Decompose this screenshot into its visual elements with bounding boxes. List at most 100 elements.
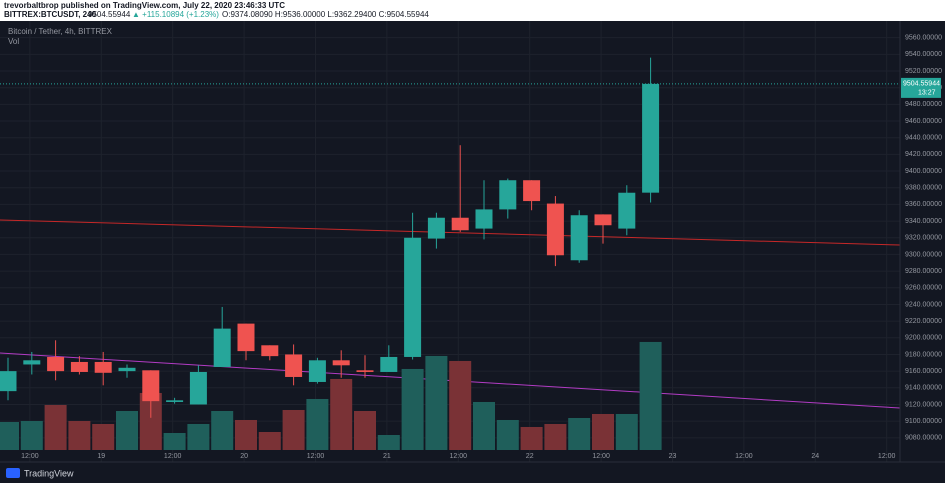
candle-body — [166, 400, 184, 402]
y-tick-label: 9140.00000 — [905, 385, 942, 392]
volume-bar — [520, 426, 543, 450]
candle-body — [94, 361, 112, 373]
y-tick-label: 9280.00000 — [905, 268, 942, 275]
symbol: BITTREX:BTCUSDT, 240 — [4, 10, 97, 19]
candle-body — [618, 192, 636, 229]
y-tick-label: 9440.00000 — [905, 135, 942, 142]
candle-body — [594, 214, 612, 226]
x-tick-label: 21 — [383, 453, 391, 460]
y-tick-label: 9180.00000 — [905, 351, 942, 358]
x-tick-label: 12:00 — [735, 453, 753, 460]
brand: TradingView — [24, 468, 74, 478]
candle-body — [237, 323, 255, 352]
x-tick-label: 12:00 — [21, 453, 39, 460]
volume-bar — [330, 378, 353, 450]
y-tick-label: 9260.00000 — [905, 285, 942, 292]
candle-body — [308, 360, 326, 382]
volume-bar — [639, 341, 662, 450]
change: ▲ +115.10894 (+1.23%) — [132, 10, 219, 19]
candle-body — [499, 180, 517, 210]
candle-body — [404, 237, 422, 357]
volume-bar — [68, 420, 91, 450]
countdown: 13:27 — [918, 90, 936, 97]
volume-bar — [139, 392, 162, 450]
volume-bar — [211, 410, 234, 450]
y-tick-label: 9340.00000 — [905, 218, 942, 225]
x-tick-label: 24 — [811, 453, 819, 460]
candle-body — [0, 371, 17, 392]
y-tick-label: 9220.00000 — [905, 318, 942, 325]
candle-body — [427, 217, 445, 239]
candle-body — [332, 360, 350, 366]
y-tick-label: 9420.00000 — [905, 151, 942, 158]
y-tick-label: 9160.00000 — [905, 368, 942, 375]
candle-body — [189, 371, 207, 405]
volume-bar — [449, 360, 472, 450]
candle-body — [285, 354, 303, 377]
last-price: 9504.55944 — [88, 10, 131, 19]
volume-bar — [258, 431, 281, 450]
candle-body — [70, 361, 88, 372]
y-tick-label: 9560.00000 — [905, 35, 942, 42]
candle-body — [213, 328, 231, 367]
volume-bar — [377, 434, 400, 450]
x-tick-label: 20 — [240, 453, 248, 460]
trend-line — [0, 219, 901, 246]
volume-bar — [592, 413, 614, 450]
y-tick-label: 9120.00000 — [905, 401, 942, 408]
candle-body — [261, 345, 279, 357]
y-tick-label: 9460.00000 — [905, 118, 942, 125]
volume-bar — [568, 417, 591, 450]
candle-body — [23, 360, 41, 365]
header-bar — [0, 0, 945, 21]
candle-body — [642, 83, 660, 193]
volume-bar — [235, 419, 257, 450]
x-tick-label: 19 — [97, 453, 105, 460]
volume-bar — [282, 409, 305, 450]
volume-bar — [0, 421, 19, 450]
volume-bar — [20, 420, 43, 450]
y-tick-label: 9400.00000 — [905, 168, 942, 175]
candle-body — [570, 215, 588, 261]
candle-body — [546, 203, 564, 256]
volume-bar — [163, 432, 186, 450]
candle-body — [142, 370, 160, 402]
volume-bar — [354, 410, 376, 450]
volume-bar — [473, 401, 495, 450]
candle-body — [523, 180, 541, 202]
candle-body — [475, 209, 493, 229]
x-tick-label: 23 — [669, 453, 677, 460]
volume-bar — [92, 423, 115, 450]
publisher-line: trevorbaltbrop published on TradingView.… — [4, 1, 285, 10]
volume-bar — [615, 413, 638, 450]
marks — [0, 57, 900, 450]
y-tick-label: 9100.00000 — [905, 418, 942, 425]
brand-logo — [6, 468, 20, 478]
volume-bar — [44, 404, 67, 450]
y-tick-label: 9540.00000 — [905, 51, 942, 58]
volume-bar — [306, 398, 329, 450]
volume-bar — [544, 423, 567, 450]
x-tick-label: 12:00 — [164, 453, 182, 460]
x-tick-label: 22 — [526, 453, 534, 460]
y-tick-label: 9300.00000 — [905, 251, 942, 258]
x-tick-label: 12:00 — [450, 453, 468, 460]
volume-bar — [425, 355, 448, 450]
volume-bar — [116, 410, 138, 450]
candle-body — [118, 367, 136, 372]
candle-body — [47, 356, 65, 372]
volume-bar — [401, 368, 424, 450]
candle-body — [451, 217, 469, 231]
x-tick-label: 12:00 — [307, 453, 325, 460]
ohlc-line: O:9374.08090 H:9536.00000 L:9362.29400 C… — [222, 10, 429, 19]
x-tick-label: 12:00 — [592, 453, 610, 460]
x-tick-label: 12:00 — [878, 453, 896, 460]
volume-label: Vol — [8, 37, 19, 46]
legend-title: Bitcoin / Tether, 4h, BITTREX — [8, 27, 113, 36]
volume-bar — [187, 423, 210, 450]
candle-body — [380, 356, 398, 372]
candle-body — [356, 370, 374, 372]
y-tick-label: 9380.00000 — [905, 185, 942, 192]
